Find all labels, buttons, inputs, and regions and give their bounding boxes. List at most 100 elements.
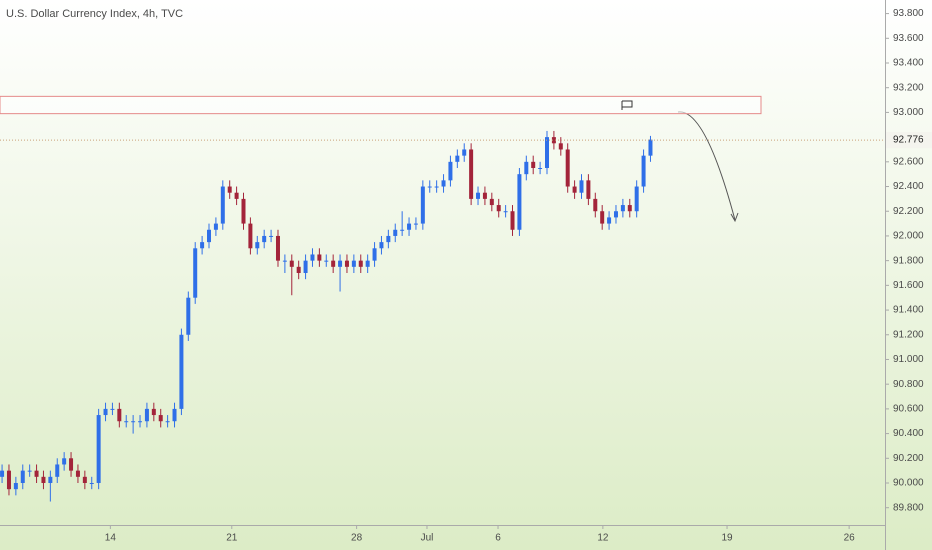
candle-body — [69, 458, 74, 471]
x-tick-label: 14 — [105, 533, 117, 544]
candle-body — [172, 408, 177, 422]
candle-body — [234, 192, 239, 199]
y-tick-label: 90.400 — [893, 428, 924, 439]
y-tick-label: 89.800 — [893, 502, 924, 513]
candle-body — [620, 205, 625, 212]
candle-body — [34, 470, 39, 477]
candle-body — [427, 186, 432, 188]
candle-body — [55, 464, 60, 477]
y-tick-label: 90.200 — [893, 453, 924, 464]
candle-body — [531, 161, 536, 168]
candle-body — [351, 260, 356, 267]
candle-body — [641, 155, 646, 187]
candle-body — [482, 192, 487, 199]
candle-body — [331, 260, 336, 267]
candle-body — [324, 260, 329, 262]
candle-body — [82, 476, 87, 483]
candle-body — [462, 149, 467, 156]
candle-body — [124, 421, 129, 423]
candle-body — [510, 211, 515, 230]
candle-body — [110, 408, 115, 410]
resistance-zone — [0, 95, 762, 115]
candle-body — [151, 408, 156, 416]
candle-body — [551, 137, 556, 144]
candle-body — [165, 421, 170, 423]
candle-body — [6, 470, 11, 490]
y-tick-label: 92.000 — [893, 231, 924, 242]
candle-body — [310, 254, 315, 261]
candle-body — [365, 260, 370, 267]
x-tick-label: 28 — [351, 533, 363, 544]
y-tick-label: 91.400 — [893, 305, 924, 316]
y-tick-label: 93.400 — [893, 58, 924, 69]
candle-body — [117, 408, 122, 422]
candle-body — [469, 149, 474, 199]
candle-body — [420, 186, 425, 224]
candle-body — [496, 205, 501, 212]
candle-body — [393, 229, 398, 236]
y-tick-label: 91.800 — [893, 255, 924, 266]
candle-body — [434, 186, 439, 188]
candle-body — [193, 248, 198, 298]
y-tick-label: 91.200 — [893, 329, 924, 340]
candle-body — [96, 415, 101, 483]
y-tick-label: 91.600 — [893, 280, 924, 291]
candle-body — [489, 198, 494, 206]
candle-body — [524, 161, 529, 175]
candle-body — [282, 260, 287, 262]
candle-body — [20, 470, 25, 483]
candle-body — [648, 139, 653, 156]
x-tick-label: 21 — [226, 533, 238, 544]
candle-body — [634, 186, 639, 212]
candle-body — [62, 458, 67, 465]
candle-body — [186, 297, 191, 335]
candle-body — [400, 229, 405, 231]
candle-body — [593, 198, 598, 212]
last-price-box — [886, 132, 932, 149]
y-tick-label: 93.200 — [893, 82, 924, 93]
candle-body — [503, 211, 508, 213]
candle-body — [207, 229, 212, 243]
candle-body — [213, 223, 218, 230]
candle-body — [338, 260, 343, 267]
candle-body — [27, 470, 32, 472]
candle-body — [579, 180, 584, 193]
arrow-head — [730, 212, 739, 223]
y-tick-label: 92.600 — [893, 156, 924, 167]
candle-body — [476, 192, 481, 199]
candle-body — [131, 421, 136, 423]
candle-body — [448, 161, 453, 181]
candle-body — [227, 186, 232, 193]
y-tick-label: 92.400 — [893, 181, 924, 192]
candle-body — [262, 235, 267, 243]
candle-body — [386, 235, 391, 243]
candle-body — [144, 408, 149, 422]
candle-body — [565, 149, 570, 187]
candle-body — [13, 483, 18, 490]
y-tick-label: 93.800 — [893, 8, 924, 19]
candle-body — [275, 235, 280, 261]
flag-icon — [621, 100, 633, 110]
candle-body — [255, 242, 260, 249]
candle-body — [317, 254, 322, 261]
candle-body — [89, 483, 94, 484]
y-tick-label: 93.000 — [893, 107, 924, 118]
candle-body — [372, 248, 377, 261]
candle-body — [517, 174, 522, 230]
candle-body — [413, 223, 418, 225]
y-tick-label: 90.600 — [893, 404, 924, 415]
x-tick-label: 12 — [597, 533, 609, 544]
y-tick-label: 91.000 — [893, 354, 924, 365]
candle-body — [545, 137, 550, 168]
candle-body — [41, 476, 46, 483]
y-tick-label: 90.800 — [893, 379, 924, 390]
candle-body — [0, 470, 5, 477]
candle-body — [441, 180, 446, 187]
candle-body — [358, 260, 363, 267]
x-tick-label: 19 — [721, 533, 733, 544]
candle-body — [455, 155, 460, 162]
candle-body — [289, 260, 294, 267]
candle-body — [600, 211, 605, 224]
